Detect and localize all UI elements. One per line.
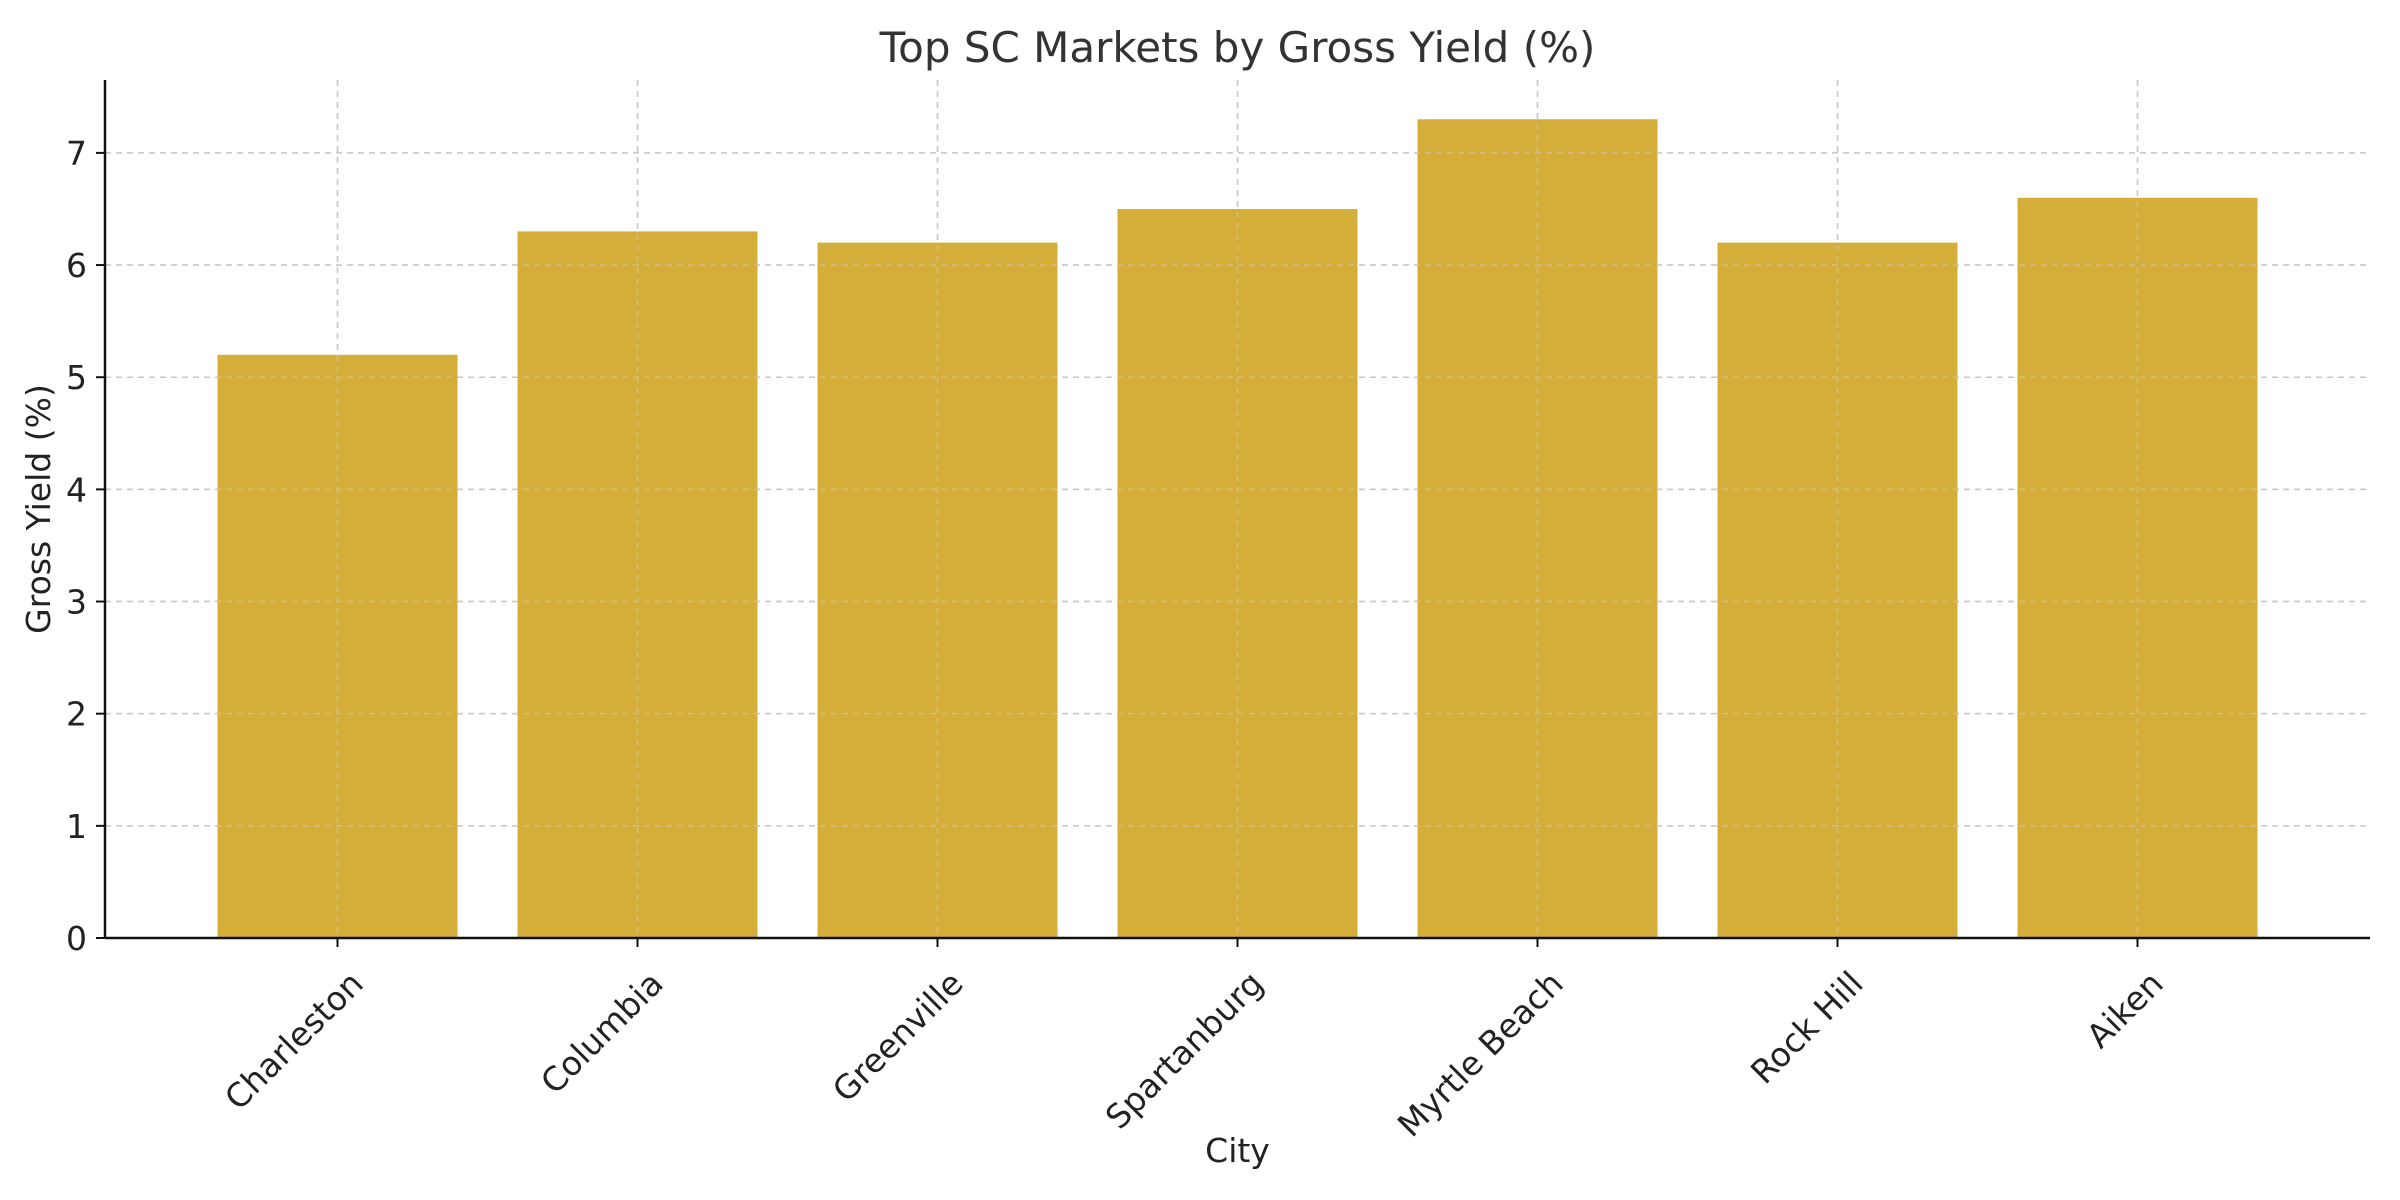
x-tick-label: Columbia (533, 964, 671, 1102)
x-tick-label: Spartanburg (1098, 964, 1271, 1137)
bar (1117, 208, 1358, 938)
x-axis-label: City (1205, 1131, 1270, 1170)
bar (1417, 119, 1658, 939)
y-tick-label: 6 (66, 246, 87, 285)
y-tick-label: 5 (66, 358, 87, 397)
y-axis-label: Gross Yield (%) (19, 384, 58, 634)
x-tick-label: Myrtle Beach (1390, 964, 1571, 1145)
y-tick-label: 1 (66, 807, 87, 846)
bars (105, 80, 2370, 939)
x-tick-label: Aiken (2079, 964, 2171, 1056)
y-tick-label: 0 (66, 919, 87, 958)
y-tick-label: 2 (66, 695, 87, 734)
chart-title: Top SC Markets by Gross Yield (%) (879, 23, 1596, 72)
x-tick-label: Rock Hill (1743, 964, 1871, 1092)
y-tick-label: 4 (66, 470, 87, 509)
x-tick-label: Charleston (217, 964, 371, 1118)
x-tick-label: Greenville (825, 964, 971, 1110)
y-tick-label: 3 (66, 583, 87, 622)
y-ticks: 0 1 2 3 4 5 6 7 (66, 134, 105, 958)
x-ticks: Charleston Columbia Greenville Spartanburg M… (217, 938, 2171, 1144)
y-tick-label: 7 (66, 134, 87, 173)
